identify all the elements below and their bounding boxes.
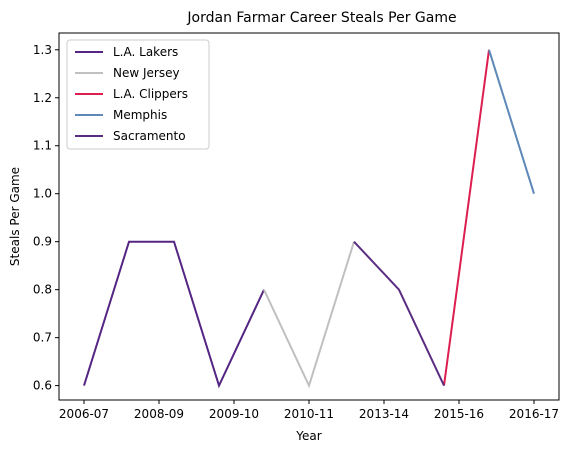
legend-entry: Sacramento bbox=[113, 129, 186, 143]
legend-entry: New Jersey bbox=[113, 66, 180, 80]
y-tick-label: 0.9 bbox=[33, 235, 52, 249]
legend-entry: L.A. Lakers bbox=[113, 45, 178, 59]
y-tick-label: 0.6 bbox=[33, 379, 52, 393]
y-tick-label: 1.1 bbox=[33, 139, 52, 153]
legend-box bbox=[66, 39, 210, 150]
y-tick-label: 1.0 bbox=[33, 187, 52, 201]
x-tick-label: 2010-11 bbox=[284, 407, 334, 421]
y-axis-label: Steals Per Game bbox=[8, 167, 22, 266]
legend: L.A. Lakers New Jersey L.A. Clippers Memphi… bbox=[66, 39, 210, 150]
y-tick-label: 0.7 bbox=[33, 331, 52, 345]
x-axis-label: Year bbox=[295, 429, 321, 443]
x-tick-label: 2009-10 bbox=[209, 407, 259, 421]
series-line-2 bbox=[443, 49, 490, 386]
x-axis-ticks: 2006-07 2008-09 2009-10 2010-11 2013-14 2015-… bbox=[59, 400, 559, 421]
y-axis-ticks: 0.6 0.7 0.8 0.9 1.0 1.1 1.2 1.3 bbox=[33, 43, 59, 393]
x-tick-label: 2016-17 bbox=[509, 407, 559, 421]
series-line-0 bbox=[83, 240, 265, 389]
x-tick-label: 2013-14 bbox=[359, 407, 409, 421]
series-line-3 bbox=[488, 49, 535, 195]
y-tick-label: 1.3 bbox=[33, 43, 52, 57]
x-tick-label: 2006-07 bbox=[59, 407, 109, 421]
y-tick-label: 1.2 bbox=[33, 91, 52, 105]
y-tick-label: 0.8 bbox=[33, 283, 52, 297]
x-tick-label: 2015-16 bbox=[434, 407, 484, 421]
series-line-1 bbox=[263, 241, 355, 389]
x-tick-label: 2008-09 bbox=[134, 407, 184, 421]
chart-title: Jordan Farmar Career Steals Per Game bbox=[186, 10, 456, 26]
legend-entry: L.A. Clippers bbox=[113, 87, 188, 101]
legend-entry: Memphis bbox=[113, 108, 167, 122]
plot-lines bbox=[83, 49, 535, 389]
series-line-4 bbox=[353, 241, 445, 387]
